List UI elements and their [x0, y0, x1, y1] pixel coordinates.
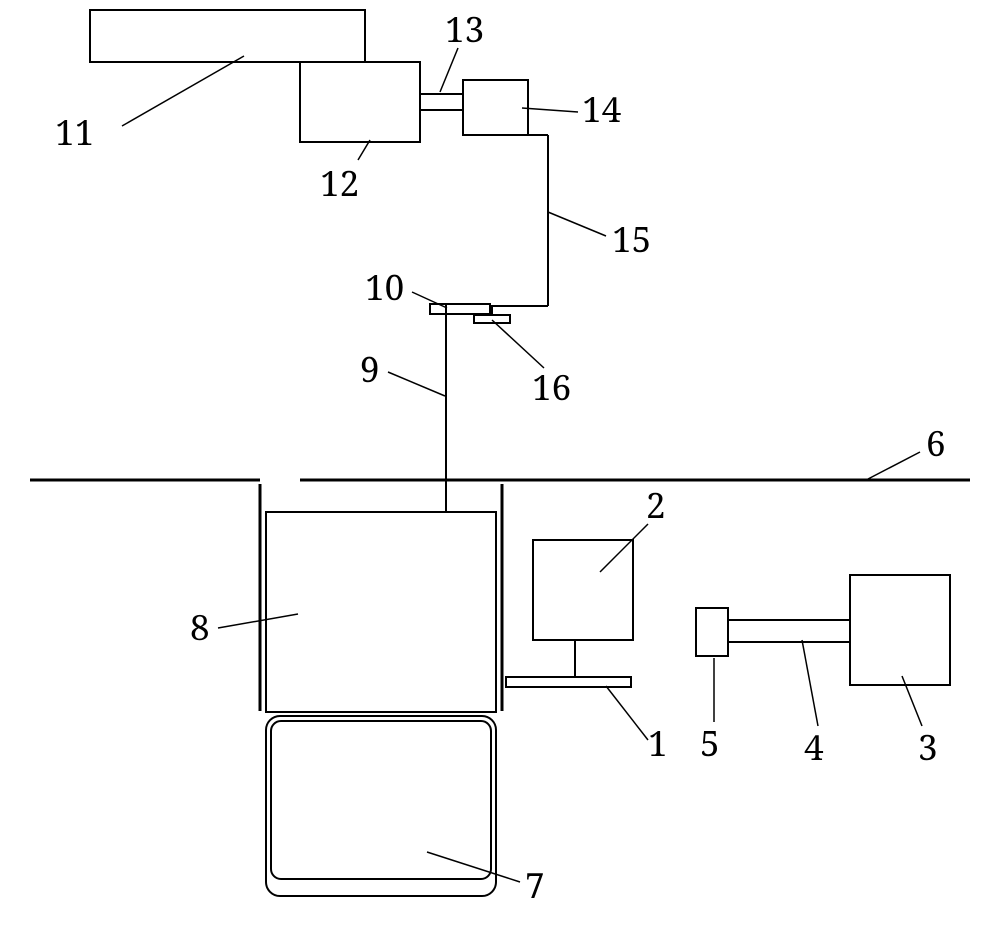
component-3 — [850, 575, 950, 685]
label-16: 16 — [492, 320, 571, 411]
label-5: 5 — [700, 658, 720, 767]
label-text-2: 2 — [646, 482, 666, 529]
label-text-11: 11 — [55, 109, 94, 156]
label-text-3: 3 — [918, 724, 938, 771]
label-8: 8 — [190, 604, 298, 651]
leader-2 — [600, 524, 648, 572]
leader-7 — [427, 852, 520, 882]
label-11: 11 — [55, 56, 244, 156]
label-text-10: 10 — [365, 264, 404, 311]
label-15: 15 — [548, 212, 651, 263]
label-text-5: 5 — [700, 720, 720, 767]
label-1: 1 — [606, 686, 668, 767]
leader-4 — [802, 640, 818, 726]
label-12: 12 — [320, 140, 370, 207]
component-7-inner — [271, 721, 491, 879]
component-1-plate — [506, 677, 631, 687]
component-16-plate — [474, 315, 510, 323]
label-text-16: 16 — [532, 364, 571, 411]
leader-14 — [522, 108, 578, 112]
label-text-7: 7 — [525, 862, 545, 909]
label-text-4: 4 — [804, 724, 824, 771]
leader-1 — [606, 686, 648, 740]
label-text-8: 8 — [190, 604, 210, 651]
component-12 — [300, 62, 420, 142]
leader-8 — [218, 614, 298, 628]
component-11 — [90, 10, 365, 62]
leader-13 — [440, 48, 458, 92]
label-9: 9 — [360, 346, 445, 396]
label-3: 3 — [902, 676, 938, 771]
component-14 — [463, 80, 528, 135]
leader-15 — [548, 212, 606, 236]
label-6: 6 — [868, 420, 946, 479]
label-text-6: 6 — [926, 420, 946, 467]
component-10-plate — [430, 304, 490, 314]
label-text-14: 14 — [582, 86, 622, 133]
leader-9 — [388, 372, 445, 396]
label-text-9: 9 — [360, 346, 380, 393]
label-text-13: 13 — [445, 6, 484, 53]
label-7: 7 — [427, 852, 545, 909]
label-4: 4 — [802, 640, 824, 771]
component-8 — [266, 512, 496, 712]
label-text-15: 15 — [612, 216, 651, 263]
leader-16 — [492, 320, 544, 368]
label-text-12: 12 — [320, 160, 359, 207]
component-5 — [696, 608, 728, 656]
leader-3 — [902, 676, 922, 726]
component-7-outer — [266, 716, 496, 896]
label-14: 14 — [522, 86, 622, 133]
leader-11 — [122, 56, 244, 126]
label-text-1: 1 — [648, 720, 668, 767]
leader-6 — [868, 452, 920, 479]
